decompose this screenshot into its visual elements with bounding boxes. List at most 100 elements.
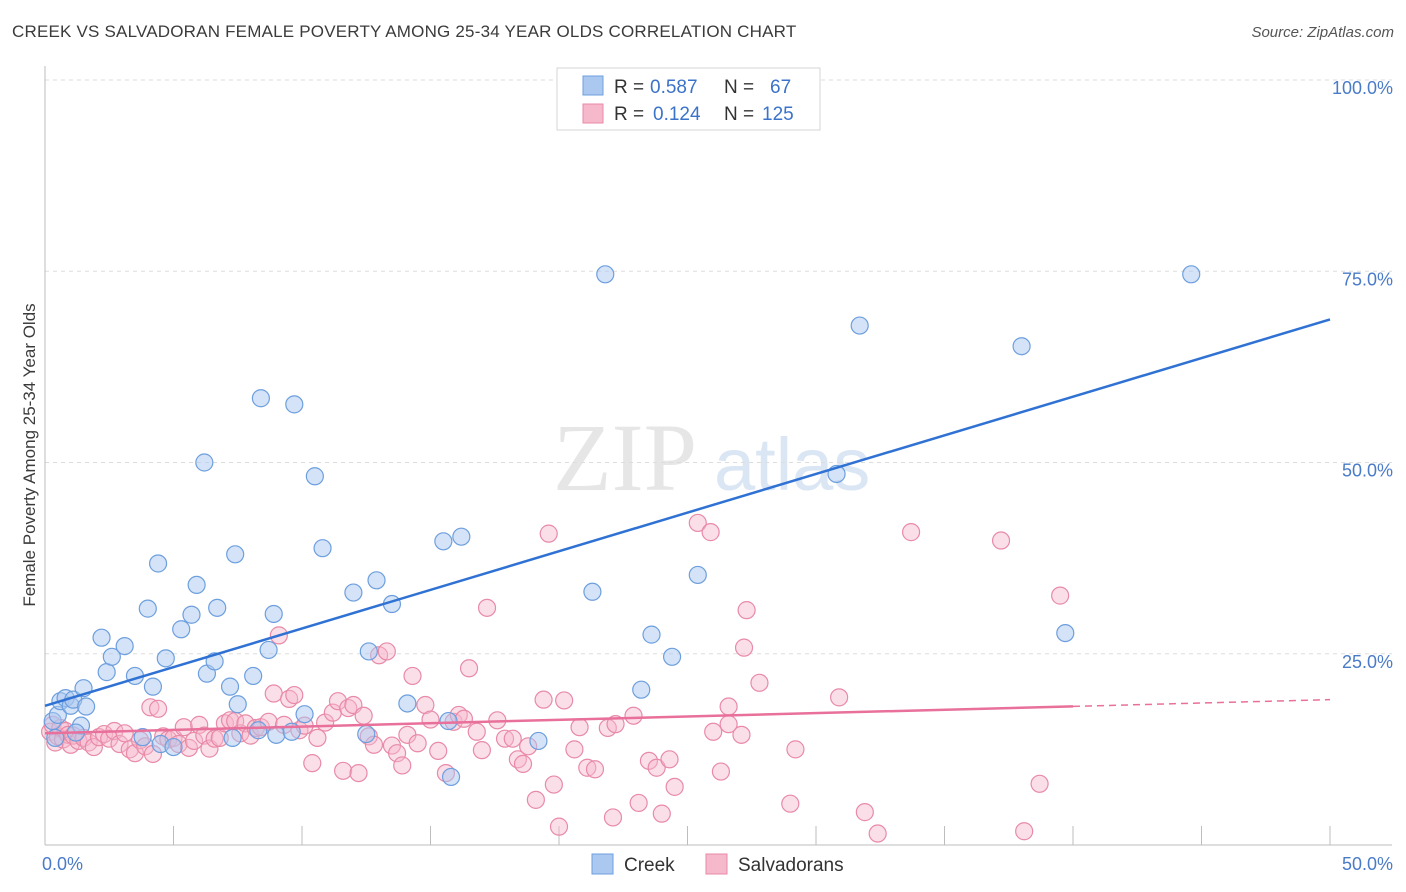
legend-r-label-creek: R = xyxy=(614,77,644,98)
creek-point xyxy=(251,389,270,408)
tick-labels: 25.0% 50.0% 75.0% 100.0% 0.0% 50.0% xyxy=(42,78,1393,874)
salvadorans-point xyxy=(750,673,769,692)
salvadorans-trend-extension xyxy=(1072,698,1331,708)
salvadorans-point xyxy=(308,728,327,748)
salvadorans-point xyxy=(665,777,684,796)
salvadorans-point xyxy=(148,699,168,718)
creek-point xyxy=(688,565,707,585)
creek-point xyxy=(115,636,134,656)
creek-point xyxy=(187,575,206,595)
creek-point xyxy=(398,694,417,713)
bottom-legend-creek-label: Creek xyxy=(624,855,675,876)
creek-point xyxy=(1056,623,1075,643)
creek-point xyxy=(452,527,471,546)
legend-creek-swatch xyxy=(582,75,604,96)
creek-point xyxy=(583,582,602,601)
bottom-legend-salv-swatch xyxy=(705,853,728,875)
creek-point xyxy=(439,711,458,731)
y-tick-label: 50.0% xyxy=(1342,461,1393,481)
salvadorans-point xyxy=(570,718,589,737)
salvadorans-point xyxy=(526,790,545,809)
series-legend: Creek Salvadorans xyxy=(591,853,844,876)
creek-point xyxy=(1182,265,1201,284)
axes xyxy=(44,66,1392,846)
salvadorans-point xyxy=(549,817,569,836)
watermark: ZIP atlas xyxy=(553,404,870,511)
salvadorans-point xyxy=(830,688,849,707)
creek-point xyxy=(359,642,378,661)
creek-trend-line xyxy=(44,318,1331,707)
salvadorans-point xyxy=(403,666,422,686)
salvadorans-trend-line xyxy=(44,705,1074,735)
salvadorans-point xyxy=(544,775,563,794)
creek-point xyxy=(850,316,869,335)
source-credit: Source: ZipAtlas.com xyxy=(1251,24,1394,41)
legend-r-value-creek: 0.587 xyxy=(650,77,698,98)
salvadorans-point xyxy=(786,740,805,759)
salvadorans-point xyxy=(565,740,584,759)
x-tick-label: 0.0% xyxy=(42,854,83,874)
chart-title: CREEK VS SALVADORAN FEMALE POVERTY AMONG… xyxy=(12,22,797,41)
salvadorans-point xyxy=(639,751,659,770)
y-tick-label: 75.0% xyxy=(1342,269,1393,289)
salvadorans-point xyxy=(459,659,479,678)
creek-point xyxy=(220,677,240,696)
salvadorans-point xyxy=(141,698,160,717)
creek-point xyxy=(267,725,286,744)
creek-point xyxy=(228,695,247,714)
creek-point xyxy=(97,663,116,682)
legend-salv-swatch xyxy=(582,103,604,124)
salvadorans-point xyxy=(711,762,731,781)
salvadorans-point xyxy=(868,824,887,843)
creek-point xyxy=(632,680,651,699)
creek-point xyxy=(249,721,268,740)
salvadorans-point xyxy=(503,729,522,748)
salvadorans-point xyxy=(901,523,921,542)
salvadorans-point xyxy=(737,601,756,620)
salvadorans-point xyxy=(534,690,553,709)
salvadorans-point xyxy=(328,692,348,711)
creek-point xyxy=(143,677,163,696)
creek-point xyxy=(1012,337,1031,356)
creek-point xyxy=(367,571,386,590)
creek-point xyxy=(264,604,283,624)
salvadorans-point xyxy=(629,793,648,813)
salvadorans-point xyxy=(606,715,625,734)
salvadorans-point xyxy=(701,523,720,542)
salvadorans-point xyxy=(855,803,874,822)
creek-point xyxy=(441,767,461,787)
creek-point xyxy=(77,697,96,716)
creek-point xyxy=(195,453,214,472)
stats-legend: R = 0.587 N = 67 R = 0.124 N = 125 xyxy=(556,67,821,131)
salvadorans-point xyxy=(1030,774,1049,793)
creek-point xyxy=(156,649,175,668)
salvadorans-point xyxy=(578,758,597,777)
trend-lines xyxy=(44,318,1331,735)
creek-point xyxy=(138,599,157,618)
legend-n-label-salv: N = xyxy=(724,104,754,125)
salvadorans-point xyxy=(429,741,448,761)
salvadorans-point xyxy=(647,758,666,777)
creek-point xyxy=(529,731,548,751)
creek-point xyxy=(223,728,242,748)
salvadorans-point xyxy=(704,722,723,741)
creek-point xyxy=(208,598,227,617)
y-tick-label: 25.0% xyxy=(1342,652,1393,672)
creek-point xyxy=(133,728,152,747)
salvadorans-point xyxy=(454,709,474,728)
salvadorans-point xyxy=(991,531,1011,550)
salvadorans-point xyxy=(110,734,129,754)
salvadorans-point xyxy=(393,756,412,775)
salvadorans-point xyxy=(555,691,574,710)
creek-point xyxy=(164,737,183,757)
creek-point xyxy=(92,628,111,647)
watermark-zip: ZIP xyxy=(553,404,697,511)
creek-point xyxy=(295,705,314,724)
salvadorans-point xyxy=(781,794,800,813)
salvadorans-point xyxy=(408,734,427,753)
creek-point xyxy=(357,724,376,744)
salvadorans-point xyxy=(477,598,497,617)
creek-point xyxy=(662,647,682,666)
creek-point xyxy=(182,605,201,624)
